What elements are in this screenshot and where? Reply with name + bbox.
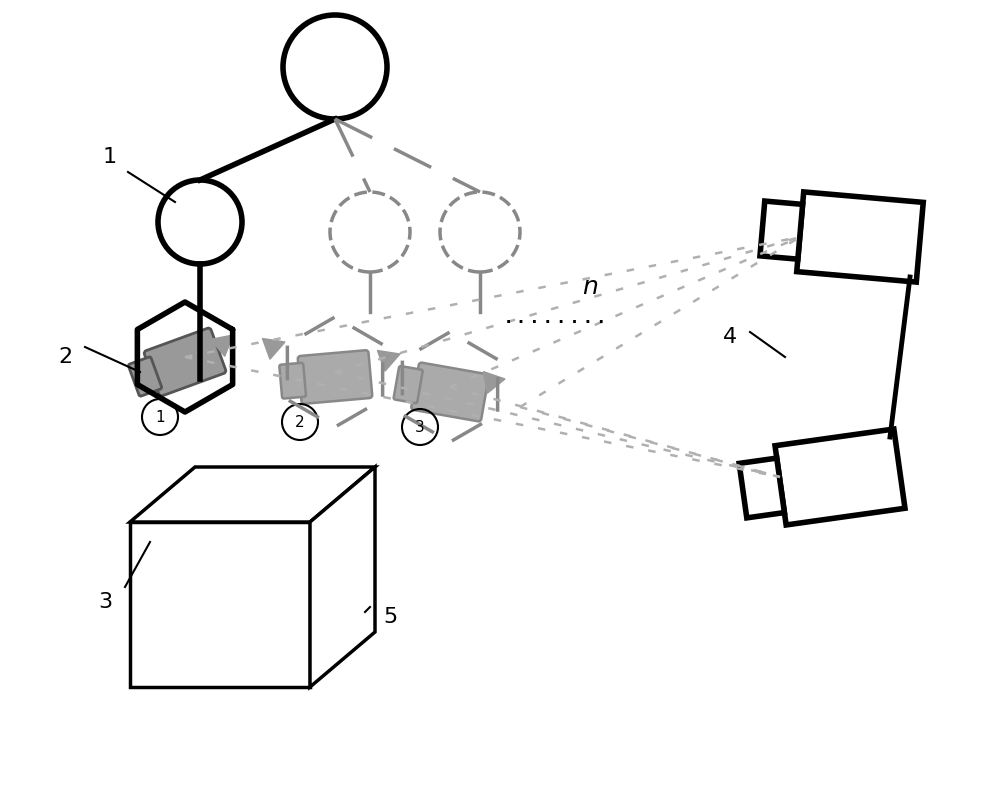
Polygon shape: [211, 335, 233, 357]
FancyBboxPatch shape: [144, 328, 226, 396]
Polygon shape: [310, 467, 375, 687]
FancyBboxPatch shape: [298, 350, 372, 404]
Text: 3: 3: [98, 592, 112, 612]
FancyBboxPatch shape: [775, 429, 905, 525]
FancyBboxPatch shape: [279, 363, 306, 398]
FancyBboxPatch shape: [739, 458, 784, 518]
Text: ........: ........: [502, 307, 608, 327]
Polygon shape: [483, 371, 505, 394]
FancyBboxPatch shape: [128, 357, 162, 396]
Text: 2: 2: [58, 347, 72, 367]
FancyBboxPatch shape: [760, 201, 803, 259]
FancyBboxPatch shape: [797, 192, 923, 282]
Text: $n$: $n$: [582, 275, 598, 299]
Text: 1: 1: [155, 409, 165, 424]
Polygon shape: [377, 350, 400, 371]
Polygon shape: [130, 467, 375, 522]
FancyBboxPatch shape: [411, 363, 489, 421]
Text: 4: 4: [723, 327, 737, 347]
Polygon shape: [262, 338, 285, 359]
Text: 5: 5: [383, 607, 397, 627]
Text: 1: 1: [103, 147, 117, 167]
Text: 3: 3: [415, 419, 425, 434]
Text: 2: 2: [295, 415, 305, 430]
FancyBboxPatch shape: [130, 522, 310, 687]
FancyBboxPatch shape: [394, 366, 423, 403]
